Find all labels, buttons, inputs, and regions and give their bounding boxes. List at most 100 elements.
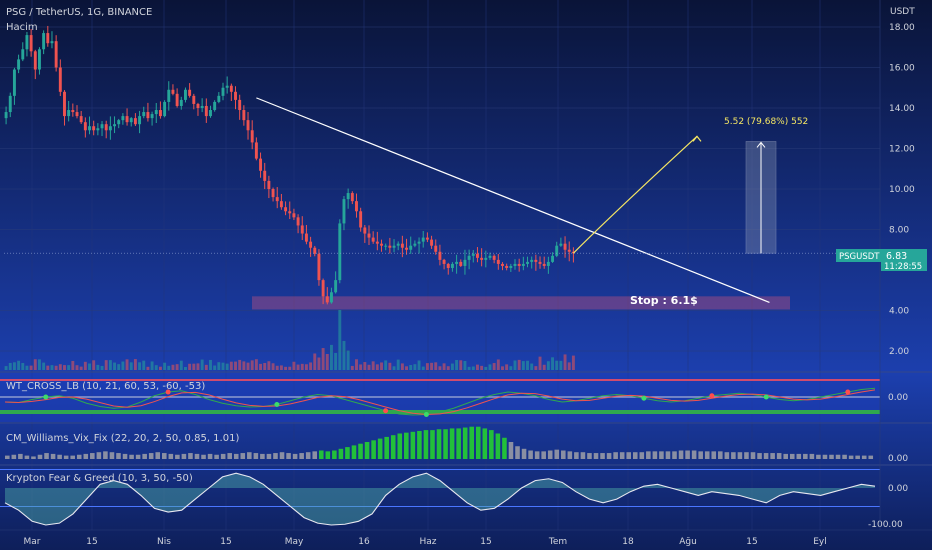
vix-fix-bar [685,450,690,459]
candle-body [313,247,317,254]
symbol-title[interactable]: PSG / TetherUS, 1G, BINANCE [6,7,152,18]
candle-body [509,265,513,268]
stop-zone-rect [252,296,790,310]
candle-body [359,211,363,228]
vix-fix-bar [233,453,239,459]
vix-fix-bar [5,455,10,459]
vix-fix-bar [724,452,730,459]
volume-bar [509,366,513,370]
candle-body [555,245,559,256]
volume-bar [438,366,442,370]
candle-body [121,116,125,121]
candle-body [371,237,375,242]
price-tick-label: 16.00 [889,64,915,74]
vix-fix-bar [613,452,618,459]
candle-body [167,89,171,102]
volume-bar [338,310,342,370]
vix-fix-bar [358,443,363,459]
vix-fix-bar [338,448,344,459]
time-axis[interactable]: Mar 15 Nis 15 May 16 Haz 15 Tem 18 Ağu 15 Eyl [0,529,932,547]
volume-bar [221,362,225,370]
vix-fix-bar [822,454,828,459]
volume-bar [526,360,529,370]
candle-body [138,116,142,125]
vix-fix-bar [299,453,304,459]
vix-fix-bar [214,454,219,459]
vix-fix-bar [371,440,376,459]
volume-bar [209,359,212,370]
vix-fix-bar [410,431,416,459]
vix-fix-bar [351,445,357,459]
volume-bar [442,363,446,370]
candle-body [183,89,187,100]
stop-zone [252,296,790,310]
volume-bar [267,361,271,370]
candle-body [263,170,267,181]
vix-fix-bar [855,455,860,459]
vix-fix-bar [534,451,540,459]
candle-body [409,245,413,250]
vix-fix-bar [325,451,331,459]
volume-bar [542,364,546,370]
vix-fix-bar [803,453,808,459]
last-price: 6.83 [886,251,907,262]
candle-body [267,180,271,189]
vix-fix-bar [266,453,272,459]
volume-bar [234,361,237,370]
grid [0,0,880,530]
time-tick-label: Eyl [813,537,827,547]
volume-bar [250,360,254,370]
vix-fix-bar [227,453,232,459]
candle-body [217,95,221,102]
vix-fix-bar [286,453,291,459]
vix-fix-bar [161,453,167,459]
price-axis[interactable]: 18.00 16.00 14.00 12.00 10.00 8.00 4.00 2.00 [879,0,915,530]
candle-body [380,243,383,246]
vix-fix-title[interactable]: CM_Williams_Vix_Fix (22, 20, 2, 50, 0.85… [6,433,239,444]
wt-cross-down-dot [165,389,171,395]
volume-bar [42,362,46,370]
ticker-name: PSGUSDT [839,252,880,262]
projection-curve [572,135,698,254]
vix-fix-bar [194,453,200,459]
volume-bar [175,364,179,370]
price-tick-label: 2.00 [889,347,909,357]
vix-fix-bar [711,451,717,459]
vix-fix-bar [260,453,265,459]
volume-bar [138,362,142,370]
currency-label: USDT [890,7,915,17]
vix-fix-bar [390,435,396,459]
volume-bar [104,360,108,370]
volume-bar [238,359,242,370]
volume-bar [313,353,317,370]
vix-fix-bar [796,453,802,459]
volume-bar [79,366,83,370]
volume-bar [192,363,196,370]
candle-body [480,257,484,260]
volume-bar [200,359,204,370]
candle-body [388,245,392,248]
volume-label[interactable]: Hacim [6,22,38,33]
volume-bar [179,360,183,370]
vix-fix-bar [541,451,546,459]
time-tick-label: 15 [746,537,757,547]
candle-body [100,124,104,129]
wt-cross-title[interactable]: WT_CROSS_LB (10, 21, 60, 53, -60, -53) [6,381,205,392]
fear-greed-line [4,472,876,526]
candle-body [430,239,434,246]
vix-fix-bar [24,455,30,459]
volume-bar [83,361,87,370]
volume-bar [375,364,379,370]
volume-bar [371,361,375,370]
vix-fix-bar [561,450,566,459]
volume-bar [246,362,250,370]
volume-bar [450,363,454,370]
vix-fix-bar [11,454,17,459]
fear-greed-title[interactable]: Krypton Fear & Greed (10, 3, 50, -50) [6,473,193,484]
volume-bar [484,366,488,370]
volume-bar [33,359,37,370]
candle-body [234,91,237,100]
volume-bar [388,362,392,370]
vix-fix-bar [436,429,442,459]
